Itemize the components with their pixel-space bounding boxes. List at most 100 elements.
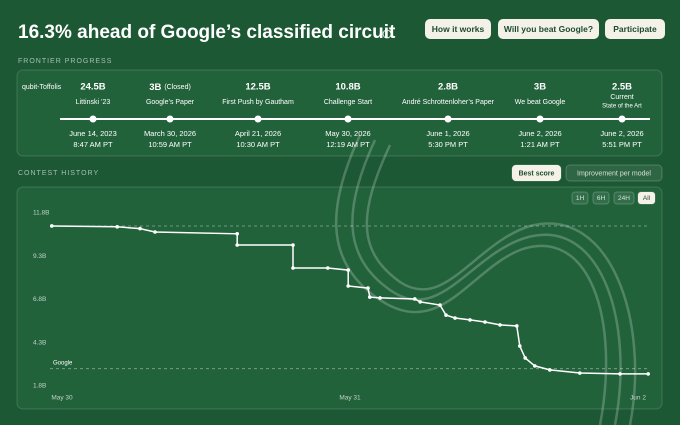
data-point bbox=[291, 266, 295, 270]
range-label[interactable]: All bbox=[643, 195, 651, 202]
milestone-value: 2.8B bbox=[438, 82, 458, 93]
data-point bbox=[368, 295, 372, 299]
data-point bbox=[153, 230, 157, 234]
section-label: FRONTIER PROGRESS bbox=[18, 58, 112, 65]
milestone-value: 3B bbox=[534, 82, 546, 93]
range-label[interactable]: 6H bbox=[597, 195, 606, 202]
range-button[interactable] bbox=[613, 191, 635, 205]
data-point bbox=[498, 323, 502, 327]
milestone-time: 5:51 PM PT bbox=[602, 140, 642, 149]
milestone-name: First Push by Gautham bbox=[222, 99, 294, 106]
header-button[interactable] bbox=[605, 19, 665, 39]
milestone-dot bbox=[618, 115, 626, 123]
data-point bbox=[418, 300, 423, 304]
data-point bbox=[366, 286, 370, 290]
data-point bbox=[346, 284, 351, 288]
milestone-time: 10:30 AM PT bbox=[236, 140, 280, 149]
data-point bbox=[413, 297, 417, 301]
milestone-dot bbox=[166, 115, 174, 123]
data-point bbox=[468, 318, 472, 322]
milestone-date: May 30, 2026 bbox=[325, 129, 370, 138]
milestone-time: 12:19 AM PT bbox=[326, 140, 370, 149]
y-tick-label: 9.3B bbox=[33, 253, 46, 260]
header-button[interactable] bbox=[498, 19, 599, 39]
page-title: 16.3% ahead of Google’s classified circu… bbox=[18, 22, 396, 43]
tab[interactable] bbox=[565, 164, 663, 182]
range-button[interactable] bbox=[592, 191, 610, 205]
frontier-panel bbox=[16, 69, 663, 157]
series-line bbox=[51, 225, 649, 375]
x-tick-label: May 30 bbox=[51, 395, 73, 402]
y-tick-label: 1.8B bbox=[33, 383, 46, 390]
milestone-value: 3B (Closed) bbox=[149, 82, 191, 93]
milestone-subname: State of the Art bbox=[602, 104, 642, 110]
milestone-date: March 30, 2026 bbox=[144, 129, 196, 138]
milestone-time: 5:30 PM PT bbox=[428, 140, 468, 149]
info-circle bbox=[382, 29, 392, 39]
y-tick-label: 11.8B bbox=[33, 210, 50, 217]
header-button[interactable] bbox=[425, 19, 491, 39]
milestone-dot bbox=[536, 115, 544, 123]
y-tick-label: 6.8B bbox=[33, 296, 46, 303]
tab-label[interactable]: Best score bbox=[519, 170, 555, 177]
x-tick-label: Jun 2 bbox=[630, 395, 646, 402]
milestone-dot bbox=[444, 115, 452, 123]
milestone-time: 1:21 AM PT bbox=[520, 140, 560, 149]
milestone-value: 24.5B bbox=[80, 82, 105, 93]
milestone-name: André Schrottenloher’s Paper bbox=[402, 99, 495, 106]
milestone-date: April 21, 2026 bbox=[235, 129, 281, 138]
milestone-value: 12.5B bbox=[245, 82, 270, 93]
milestone-value: 2.5B bbox=[612, 82, 632, 93]
data-point bbox=[453, 316, 457, 320]
milestone-name: Littinski ’23 bbox=[76, 99, 111, 106]
header-button-label[interactable]: Participate bbox=[613, 24, 657, 34]
milestone-time: 8:47 AM PT bbox=[73, 140, 113, 149]
metric-label: qubit-Toffolis bbox=[22, 84, 62, 91]
data-point bbox=[646, 372, 650, 376]
data-point bbox=[235, 243, 239, 247]
data-point bbox=[291, 243, 295, 247]
tab-label[interactable]: Improvement per model bbox=[577, 170, 651, 177]
data-point bbox=[235, 231, 239, 236]
milestone-name: Challenge Start bbox=[324, 99, 372, 106]
milestone-time: 10:59 AM PT bbox=[148, 140, 192, 149]
section-label: CONTEST HISTORY bbox=[18, 170, 99, 177]
data-point bbox=[115, 225, 119, 229]
milestone-date: June 2, 2026 bbox=[518, 129, 561, 138]
x-tick-label: May 31 bbox=[339, 395, 361, 402]
range-button[interactable] bbox=[571, 191, 589, 205]
milestone-note: (Closed) bbox=[164, 84, 190, 91]
tab[interactable] bbox=[511, 164, 562, 182]
data-point bbox=[346, 268, 351, 272]
milestone-dot bbox=[89, 115, 97, 123]
milestone-name: We beat Google bbox=[515, 99, 566, 106]
range-button[interactable] bbox=[637, 191, 656, 205]
data-point bbox=[533, 364, 537, 368]
milestone-date: June 2, 2026 bbox=[600, 129, 643, 138]
data-point bbox=[618, 372, 622, 376]
milestone-value: 10.8B bbox=[335, 82, 360, 93]
milestone-name: Current bbox=[610, 94, 633, 101]
data-point bbox=[138, 226, 142, 231]
info-icon bbox=[382, 29, 392, 39]
header-button-label[interactable]: Will you beat Google? bbox=[504, 24, 593, 34]
milestone-value-main: 3B bbox=[149, 82, 161, 93]
data-point bbox=[548, 368, 552, 372]
milestone-dot bbox=[254, 115, 262, 123]
decor-curve bbox=[334, 134, 608, 425]
data-point bbox=[483, 320, 487, 324]
range-label[interactable]: 1H bbox=[576, 195, 585, 202]
milestone-dot bbox=[344, 115, 352, 123]
data-point bbox=[518, 344, 522, 348]
reference-label: Google bbox=[53, 360, 73, 366]
decor-curves bbox=[334, 134, 637, 425]
y-tick-label: 4.3B bbox=[33, 339, 46, 346]
range-label[interactable]: 24H bbox=[618, 195, 630, 202]
decor-curve bbox=[351, 139, 622, 425]
milestone-date: June 14, 2023 bbox=[69, 129, 117, 138]
header-button-label[interactable]: How it works bbox=[432, 24, 485, 34]
data-point bbox=[523, 356, 527, 360]
data-point bbox=[444, 313, 448, 317]
